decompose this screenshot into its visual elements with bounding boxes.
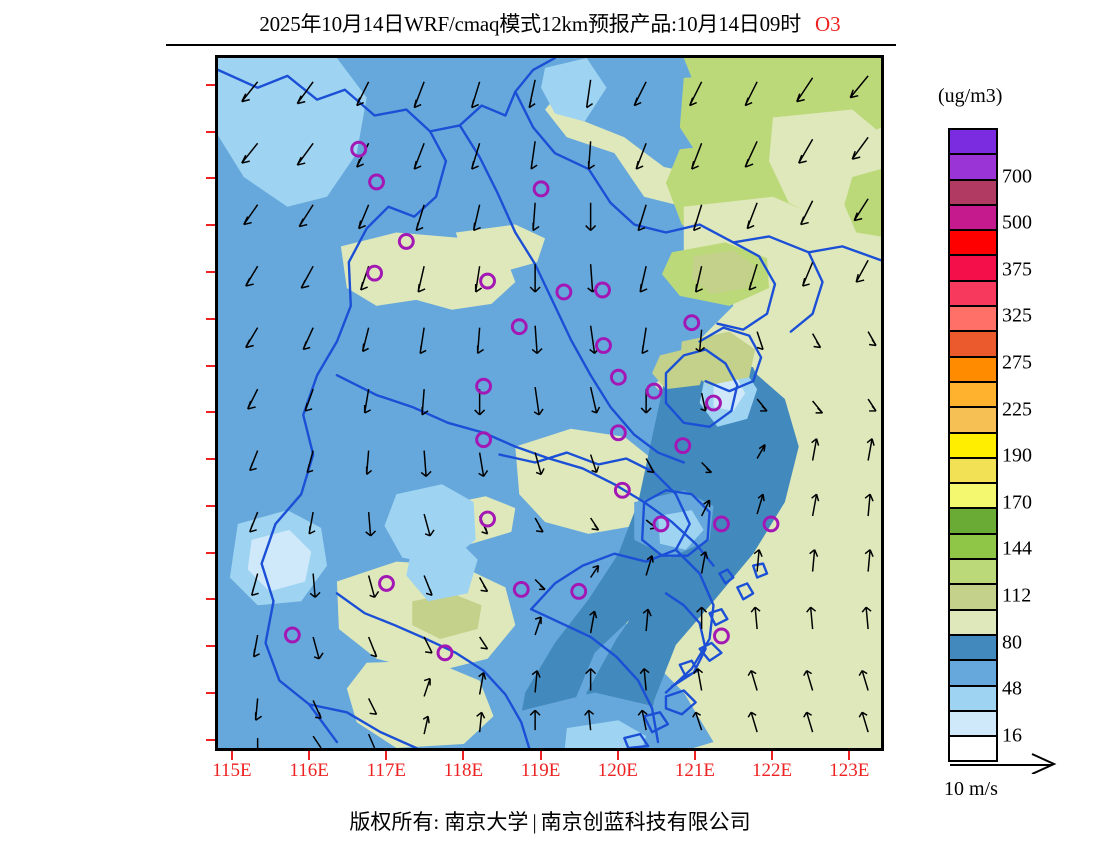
species-label: O3 — [815, 12, 841, 36]
lon-tick — [693, 751, 696, 760]
colorbar-swatch — [950, 180, 996, 206]
colorbar-swatch — [950, 737, 996, 761]
colorbar-swatch — [950, 231, 996, 257]
colorbar-label-500: 500 — [1002, 211, 1032, 234]
footer-owner: 版权所有: 南京大学 — [349, 810, 529, 834]
lat-tick — [206, 364, 215, 367]
colorbar-label-325: 325 — [1002, 304, 1032, 327]
colorbar-swatch — [950, 458, 996, 485]
lat-tick — [206, 692, 215, 694]
colorbar-swatch — [950, 560, 996, 586]
colorbar-swatch — [950, 484, 996, 510]
colorbar-swatch — [950, 332, 996, 358]
wind-scale-arrow — [948, 752, 1078, 774]
lon-tick — [308, 751, 311, 760]
lat-tick — [206, 411, 215, 414]
colorbar-label-275: 275 — [1002, 351, 1032, 374]
lat-tick — [206, 598, 215, 601]
colorbar-swatch — [950, 635, 996, 662]
colorbar-swatch — [950, 155, 996, 181]
colorbar-label-190: 190 — [1002, 444, 1032, 467]
colorbar-label-80: 80 — [1002, 631, 1022, 654]
lon-label-116E: 116E — [289, 760, 329, 781]
colorbar-units-label: (ug/m3) — [938, 85, 1003, 107]
lat-tick — [206, 271, 215, 274]
colorbar-swatch — [950, 433, 996, 459]
copyright-footer: 版权所有: 南京大学 | 南京创蓝科技有限公司 — [0, 806, 1100, 836]
lon-label-122E: 122E — [752, 760, 793, 781]
lat-tick — [206, 458, 215, 461]
footer-company: 南京创蓝科技有限公司 — [540, 810, 751, 834]
lon-label-121E: 121E — [674, 760, 715, 781]
lon-tick — [462, 751, 465, 760]
lon-tick — [848, 751, 851, 760]
concentration-contour-map — [218, 58, 881, 748]
lat-tick — [206, 504, 215, 507]
lon-tick — [539, 751, 542, 760]
lon-label-117E: 117E — [366, 760, 406, 781]
colorbar-swatch — [950, 711, 996, 738]
lat-tick — [206, 738, 215, 741]
colorbar-swatch — [950, 130, 996, 156]
colorbar-swatch — [950, 256, 996, 282]
lon-tick — [385, 751, 388, 760]
lat-tick — [206, 83, 215, 86]
colorbar-label-170: 170 — [1002, 491, 1032, 514]
lat-tick — [206, 317, 215, 320]
lat-tick — [206, 645, 215, 648]
colorbar-label-225: 225 — [1002, 398, 1032, 421]
lon-label-123E: 123E — [829, 760, 870, 781]
colorbar-swatch — [950, 509, 996, 535]
lon-tick — [771, 751, 774, 760]
colorbar-swatch — [950, 307, 996, 333]
colorbar-swatch — [950, 534, 996, 561]
lat-tick — [206, 177, 215, 180]
colorbar-label-112: 112 — [1002, 584, 1032, 607]
lat-tick — [206, 551, 215, 554]
lon-label-119E: 119E — [520, 760, 561, 781]
lon-label-118E: 118E — [443, 760, 484, 781]
colorbar-swatch — [950, 610, 996, 636]
lat-tick — [206, 224, 215, 227]
colorbar[interactable] — [948, 128, 998, 763]
wind-scale-label: 10 m/s — [944, 778, 998, 800]
colorbar-label-16: 16 — [1002, 724, 1022, 747]
title-text: 2025年10月14日WRF/cmaq模式12km预报产品:10月14日09时 — [259, 12, 801, 36]
map-plot-area[interactable] — [215, 55, 884, 751]
colorbar-swatch — [950, 382, 996, 409]
colorbar-label-375: 375 — [1002, 258, 1032, 281]
wind-arrow-icon — [950, 753, 1057, 774]
title-underline — [166, 44, 896, 46]
colorbar-swatch — [950, 686, 996, 712]
colorbar-swatch — [950, 357, 996, 383]
chart-title: 2025年10月14日WRF/cmaq模式12km预报产品:10月14日09时 O… — [0, 8, 1100, 38]
colorbar-swatch — [950, 281, 996, 308]
lon-tick — [230, 751, 233, 760]
colorbar-swatch — [950, 205, 996, 232]
lat-tick — [206, 130, 215, 133]
lon-tick — [616, 751, 619, 760]
colorbar-swatch — [950, 585, 996, 611]
colorbar-label-144: 144 — [1002, 537, 1032, 560]
colorbar-swatch — [950, 408, 996, 434]
lon-label-115E: 115E — [212, 760, 252, 781]
footer-separator: | — [532, 810, 537, 834]
colorbar-swatch — [950, 661, 996, 687]
lon-label-120E: 120E — [597, 760, 638, 781]
colorbar-label-700: 700 — [1002, 165, 1032, 188]
colorbar-label-48: 48 — [1002, 677, 1022, 700]
